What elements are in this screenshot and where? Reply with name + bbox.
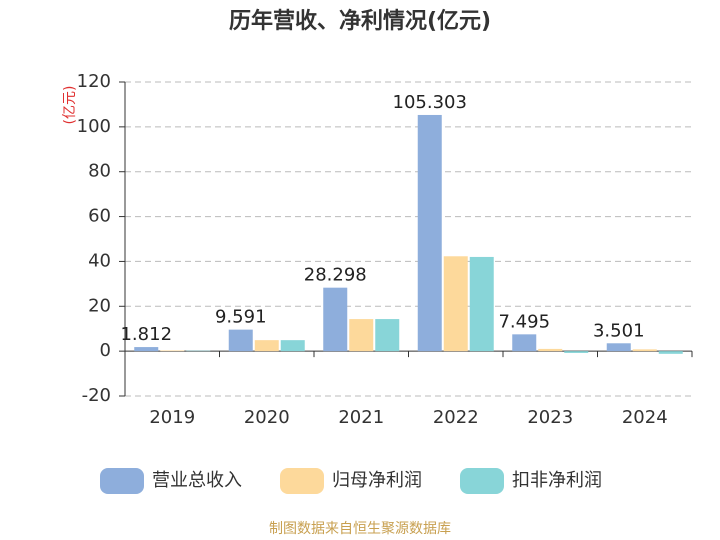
y-tick-label: 0 bbox=[100, 340, 111, 361]
y-tick-label: 100 bbox=[77, 116, 111, 137]
data-label: 1.812 bbox=[120, 324, 172, 345]
bar bbox=[658, 351, 683, 354]
bar bbox=[280, 340, 305, 352]
x-tick-label: 2024 bbox=[622, 407, 668, 428]
bar bbox=[349, 319, 374, 352]
bar bbox=[564, 351, 589, 353]
bar bbox=[512, 334, 537, 352]
bar bbox=[375, 319, 400, 352]
legend-label: 扣非净利润 bbox=[512, 470, 602, 491]
y-tick-label: 80 bbox=[88, 161, 111, 182]
data-label: 7.495 bbox=[498, 311, 550, 332]
y-tick-label: 20 bbox=[88, 295, 111, 316]
x-tick-label: 2021 bbox=[338, 407, 384, 428]
bar bbox=[160, 350, 185, 352]
data-label: 9.591 bbox=[215, 307, 267, 328]
legend-swatch bbox=[460, 468, 504, 494]
bar bbox=[443, 256, 468, 352]
data-label: 105.303 bbox=[393, 92, 467, 113]
legend-swatch bbox=[280, 468, 324, 494]
bar bbox=[469, 256, 494, 352]
chart-title: 历年营收、净利情况(亿元) bbox=[229, 8, 491, 34]
source-note: 制图数据来自恒生聚源数据库 bbox=[269, 521, 451, 537]
bar bbox=[606, 343, 631, 352]
y-axis-label: (亿元) bbox=[62, 86, 78, 125]
x-tick-label: 2019 bbox=[149, 407, 195, 428]
y-tick-label: 60 bbox=[88, 206, 111, 227]
bar bbox=[254, 340, 279, 352]
x-tick-label: 2023 bbox=[527, 407, 573, 428]
x-tick-label: 2020 bbox=[244, 407, 290, 428]
y-tick-label: 40 bbox=[88, 250, 111, 271]
legend-swatch bbox=[100, 468, 144, 494]
bar bbox=[228, 329, 253, 352]
x-tick-label: 2022 bbox=[433, 407, 479, 428]
y-tick-label: 120 bbox=[77, 71, 111, 92]
legend-label: 归母净利润 bbox=[332, 470, 422, 491]
bar bbox=[323, 287, 348, 352]
y-tick-label: -20 bbox=[82, 385, 111, 406]
bar bbox=[538, 348, 563, 352]
data-label: 28.298 bbox=[304, 265, 367, 286]
legend-label: 营业总收入 bbox=[152, 470, 242, 491]
bar bbox=[134, 347, 159, 352]
data-label: 3.501 bbox=[593, 320, 645, 341]
bar bbox=[632, 349, 657, 352]
bar bbox=[417, 114, 442, 352]
